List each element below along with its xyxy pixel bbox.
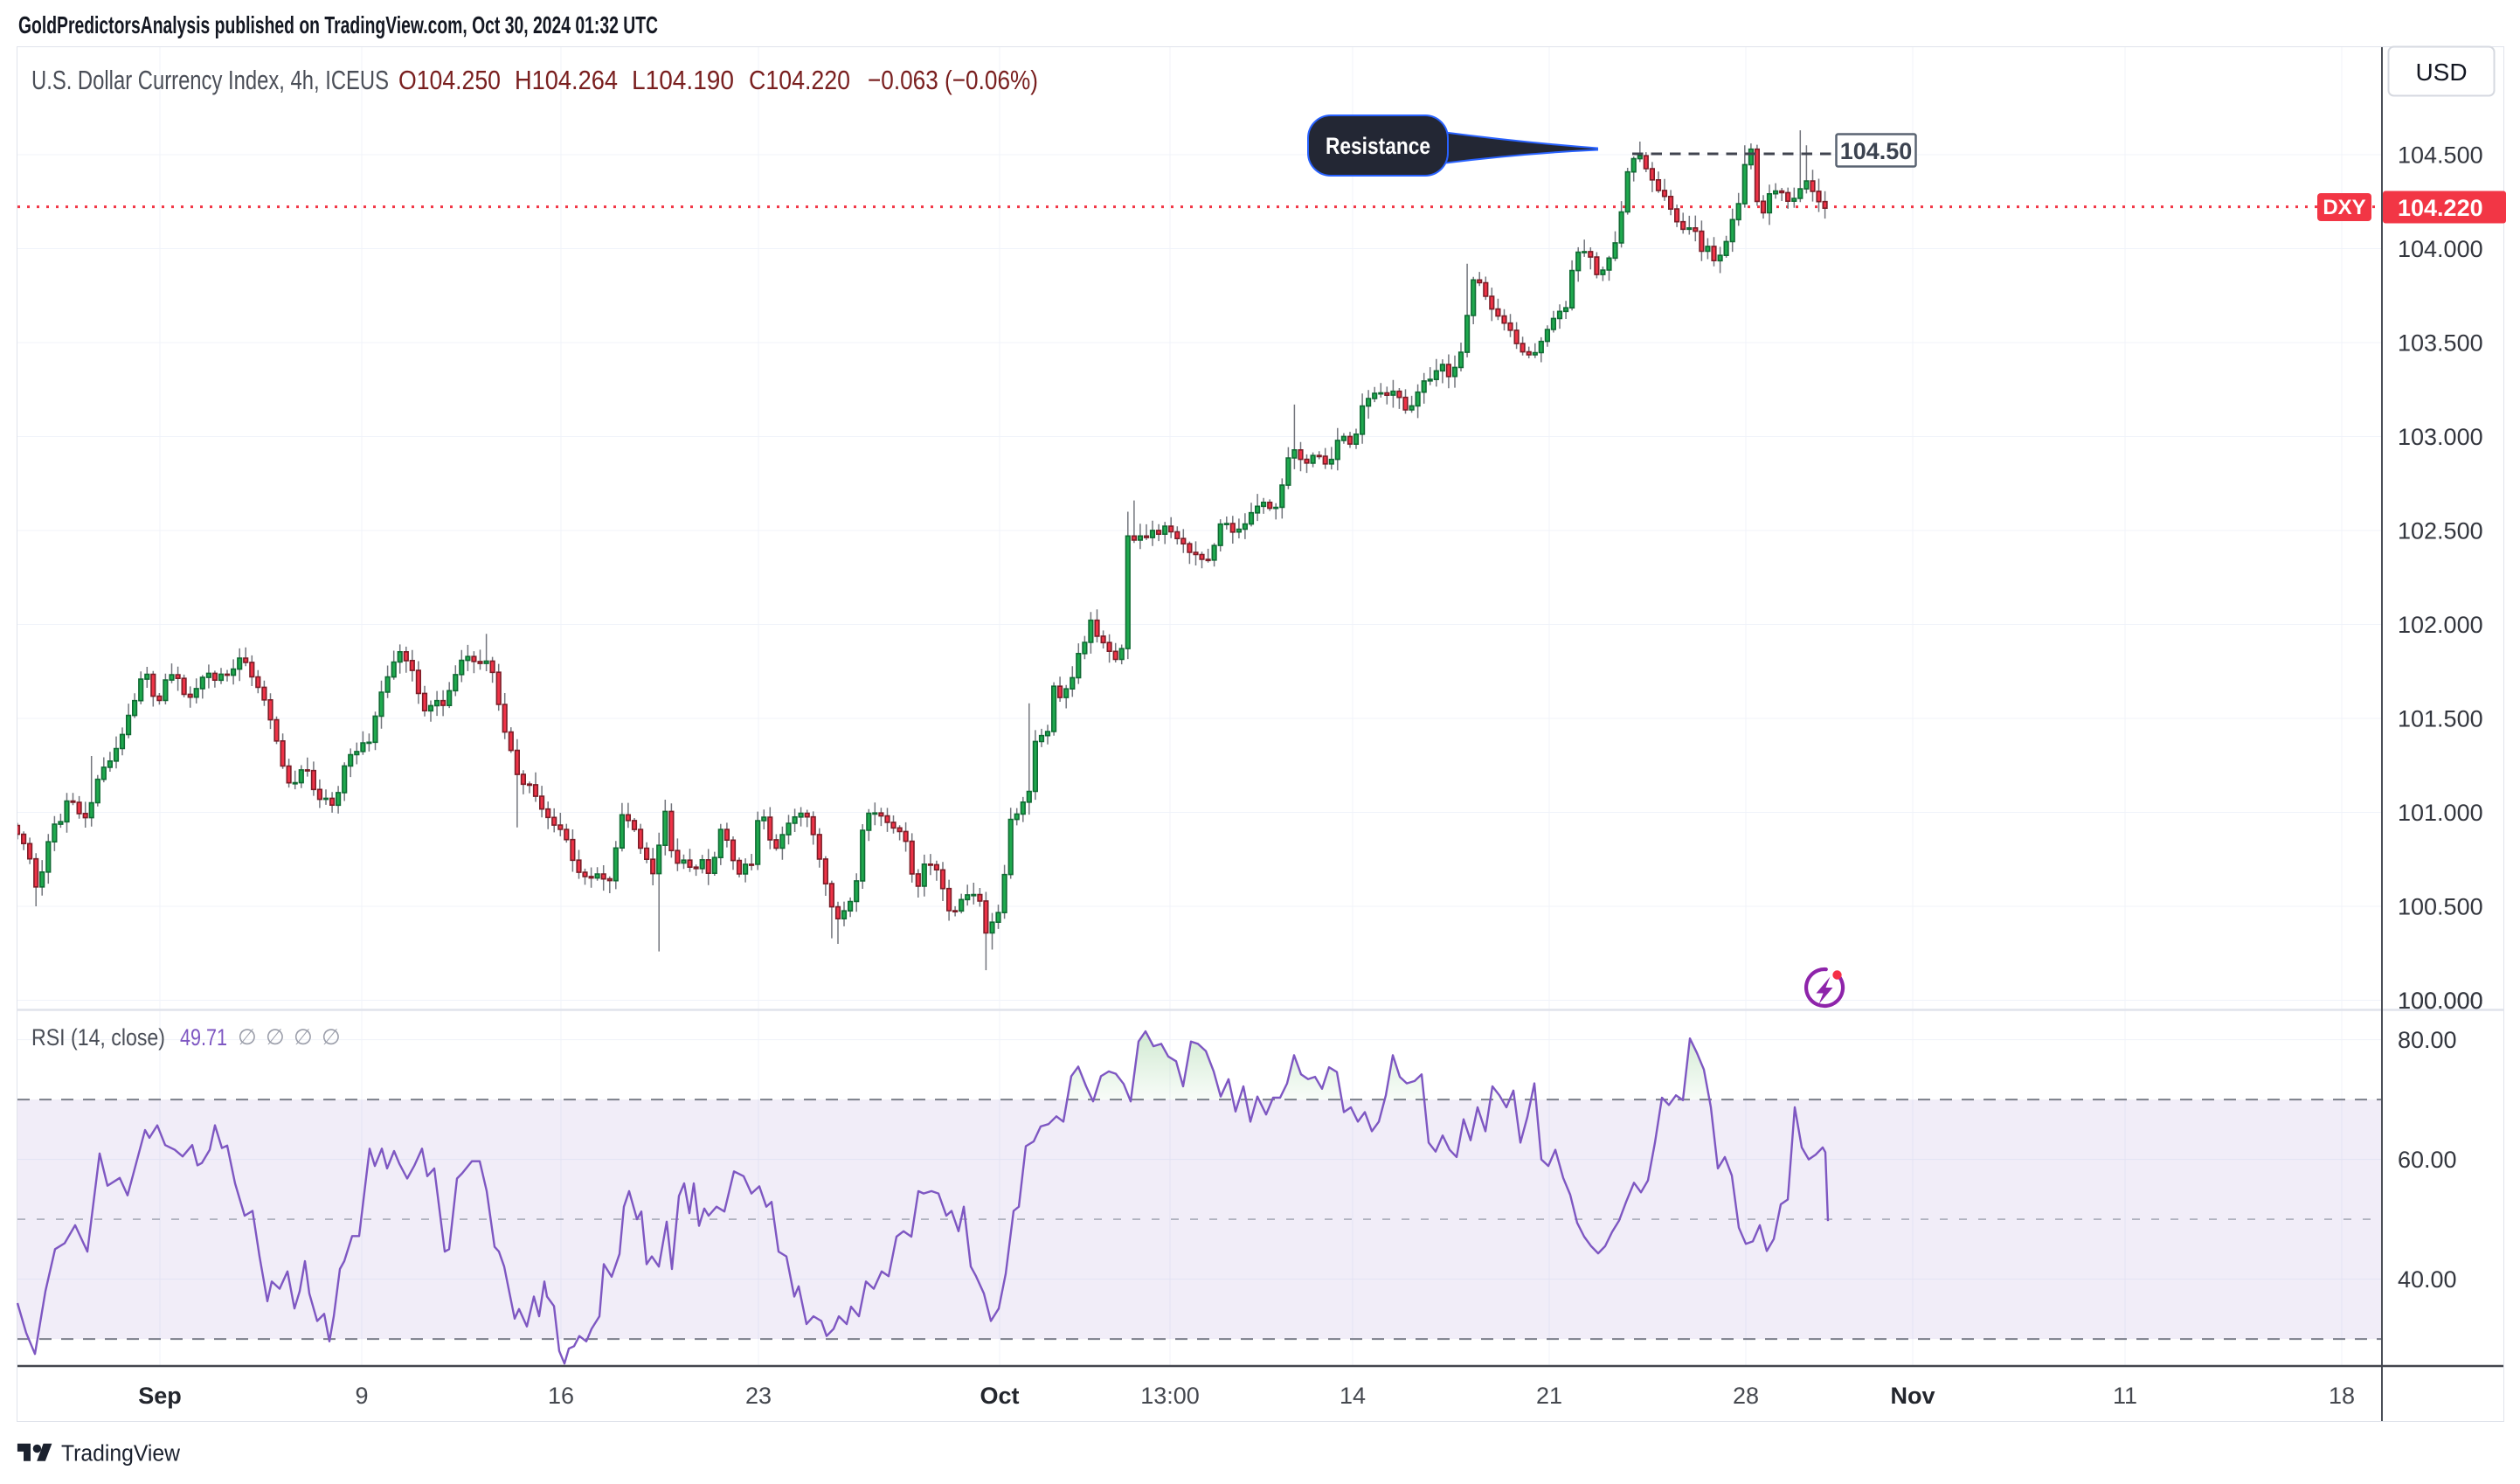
svg-text:21: 21 <box>1536 1383 1562 1409</box>
svg-text:Resistance: Resistance <box>1326 133 1430 159</box>
svg-text:49.71: 49.71 <box>180 1024 227 1051</box>
svg-text:Oct: Oct <box>980 1383 1019 1409</box>
svg-text:−0.063 (−0.06%): −0.063 (−0.06%) <box>868 65 1038 95</box>
svg-text:∅: ∅ <box>322 1025 341 1050</box>
svg-text:100.500: 100.500 <box>2398 894 2483 920</box>
svg-text:C104.220: C104.220 <box>749 65 850 95</box>
svg-text:U.S. Dollar Currency Index, 4h: U.S. Dollar Currency Index, 4h, ICEUS <box>31 65 389 95</box>
svg-text:Sep: Sep <box>138 1383 182 1409</box>
svg-text:14: 14 <box>1340 1383 1366 1409</box>
svg-text:104.50: 104.50 <box>1840 138 1913 164</box>
svg-text:TradingView: TradingView <box>61 1442 181 1467</box>
svg-text:11: 11 <box>2113 1383 2137 1409</box>
svg-text:40.00: 40.00 <box>2398 1266 2457 1293</box>
svg-text:USD: USD <box>2415 59 2467 86</box>
svg-text:104.000: 104.000 <box>2398 236 2483 262</box>
svg-text:GoldPredictorsAnalysis publish: GoldPredictorsAnalysis published on Trad… <box>18 11 658 38</box>
svg-text:104.220: 104.220 <box>2398 195 2483 221</box>
svg-text:102.000: 102.000 <box>2398 612 2483 638</box>
svg-text:100.000: 100.000 <box>2398 988 2483 1014</box>
svg-text:100.000: 100.000 <box>2398 988 2483 1014</box>
svg-text:104.500: 104.500 <box>2398 142 2483 169</box>
svg-text:DXY: DXY <box>2323 196 2365 219</box>
svg-text:23: 23 <box>745 1383 772 1409</box>
svg-text:60.00: 60.00 <box>2398 1147 2457 1173</box>
svg-text:9: 9 <box>355 1383 368 1409</box>
svg-text:80.00: 80.00 <box>2398 1027 2457 1053</box>
svg-text:H104.264: H104.264 <box>515 65 618 95</box>
svg-text:L104.190: L104.190 <box>632 65 734 95</box>
svg-text:∅: ∅ <box>294 1025 313 1050</box>
svg-text:101.500: 101.500 <box>2398 706 2483 732</box>
svg-text:RSI (14, close): RSI (14, close) <box>31 1024 165 1051</box>
svg-text:103.500: 103.500 <box>2398 330 2483 357</box>
svg-text:16: 16 <box>548 1383 574 1409</box>
svg-text:∅: ∅ <box>266 1025 285 1050</box>
svg-text:13:00: 13:00 <box>1140 1383 1200 1409</box>
svg-text:O104.250: O104.250 <box>398 65 501 95</box>
svg-text:18: 18 <box>2329 1383 2355 1409</box>
svg-text:∅: ∅ <box>238 1025 257 1050</box>
svg-text:Nov: Nov <box>1890 1383 1935 1409</box>
svg-text:103.000: 103.000 <box>2398 424 2483 450</box>
svg-text:28: 28 <box>1733 1383 1759 1409</box>
svg-text:102.500: 102.500 <box>2398 518 2483 544</box>
svg-text:101.000: 101.000 <box>2398 800 2483 826</box>
